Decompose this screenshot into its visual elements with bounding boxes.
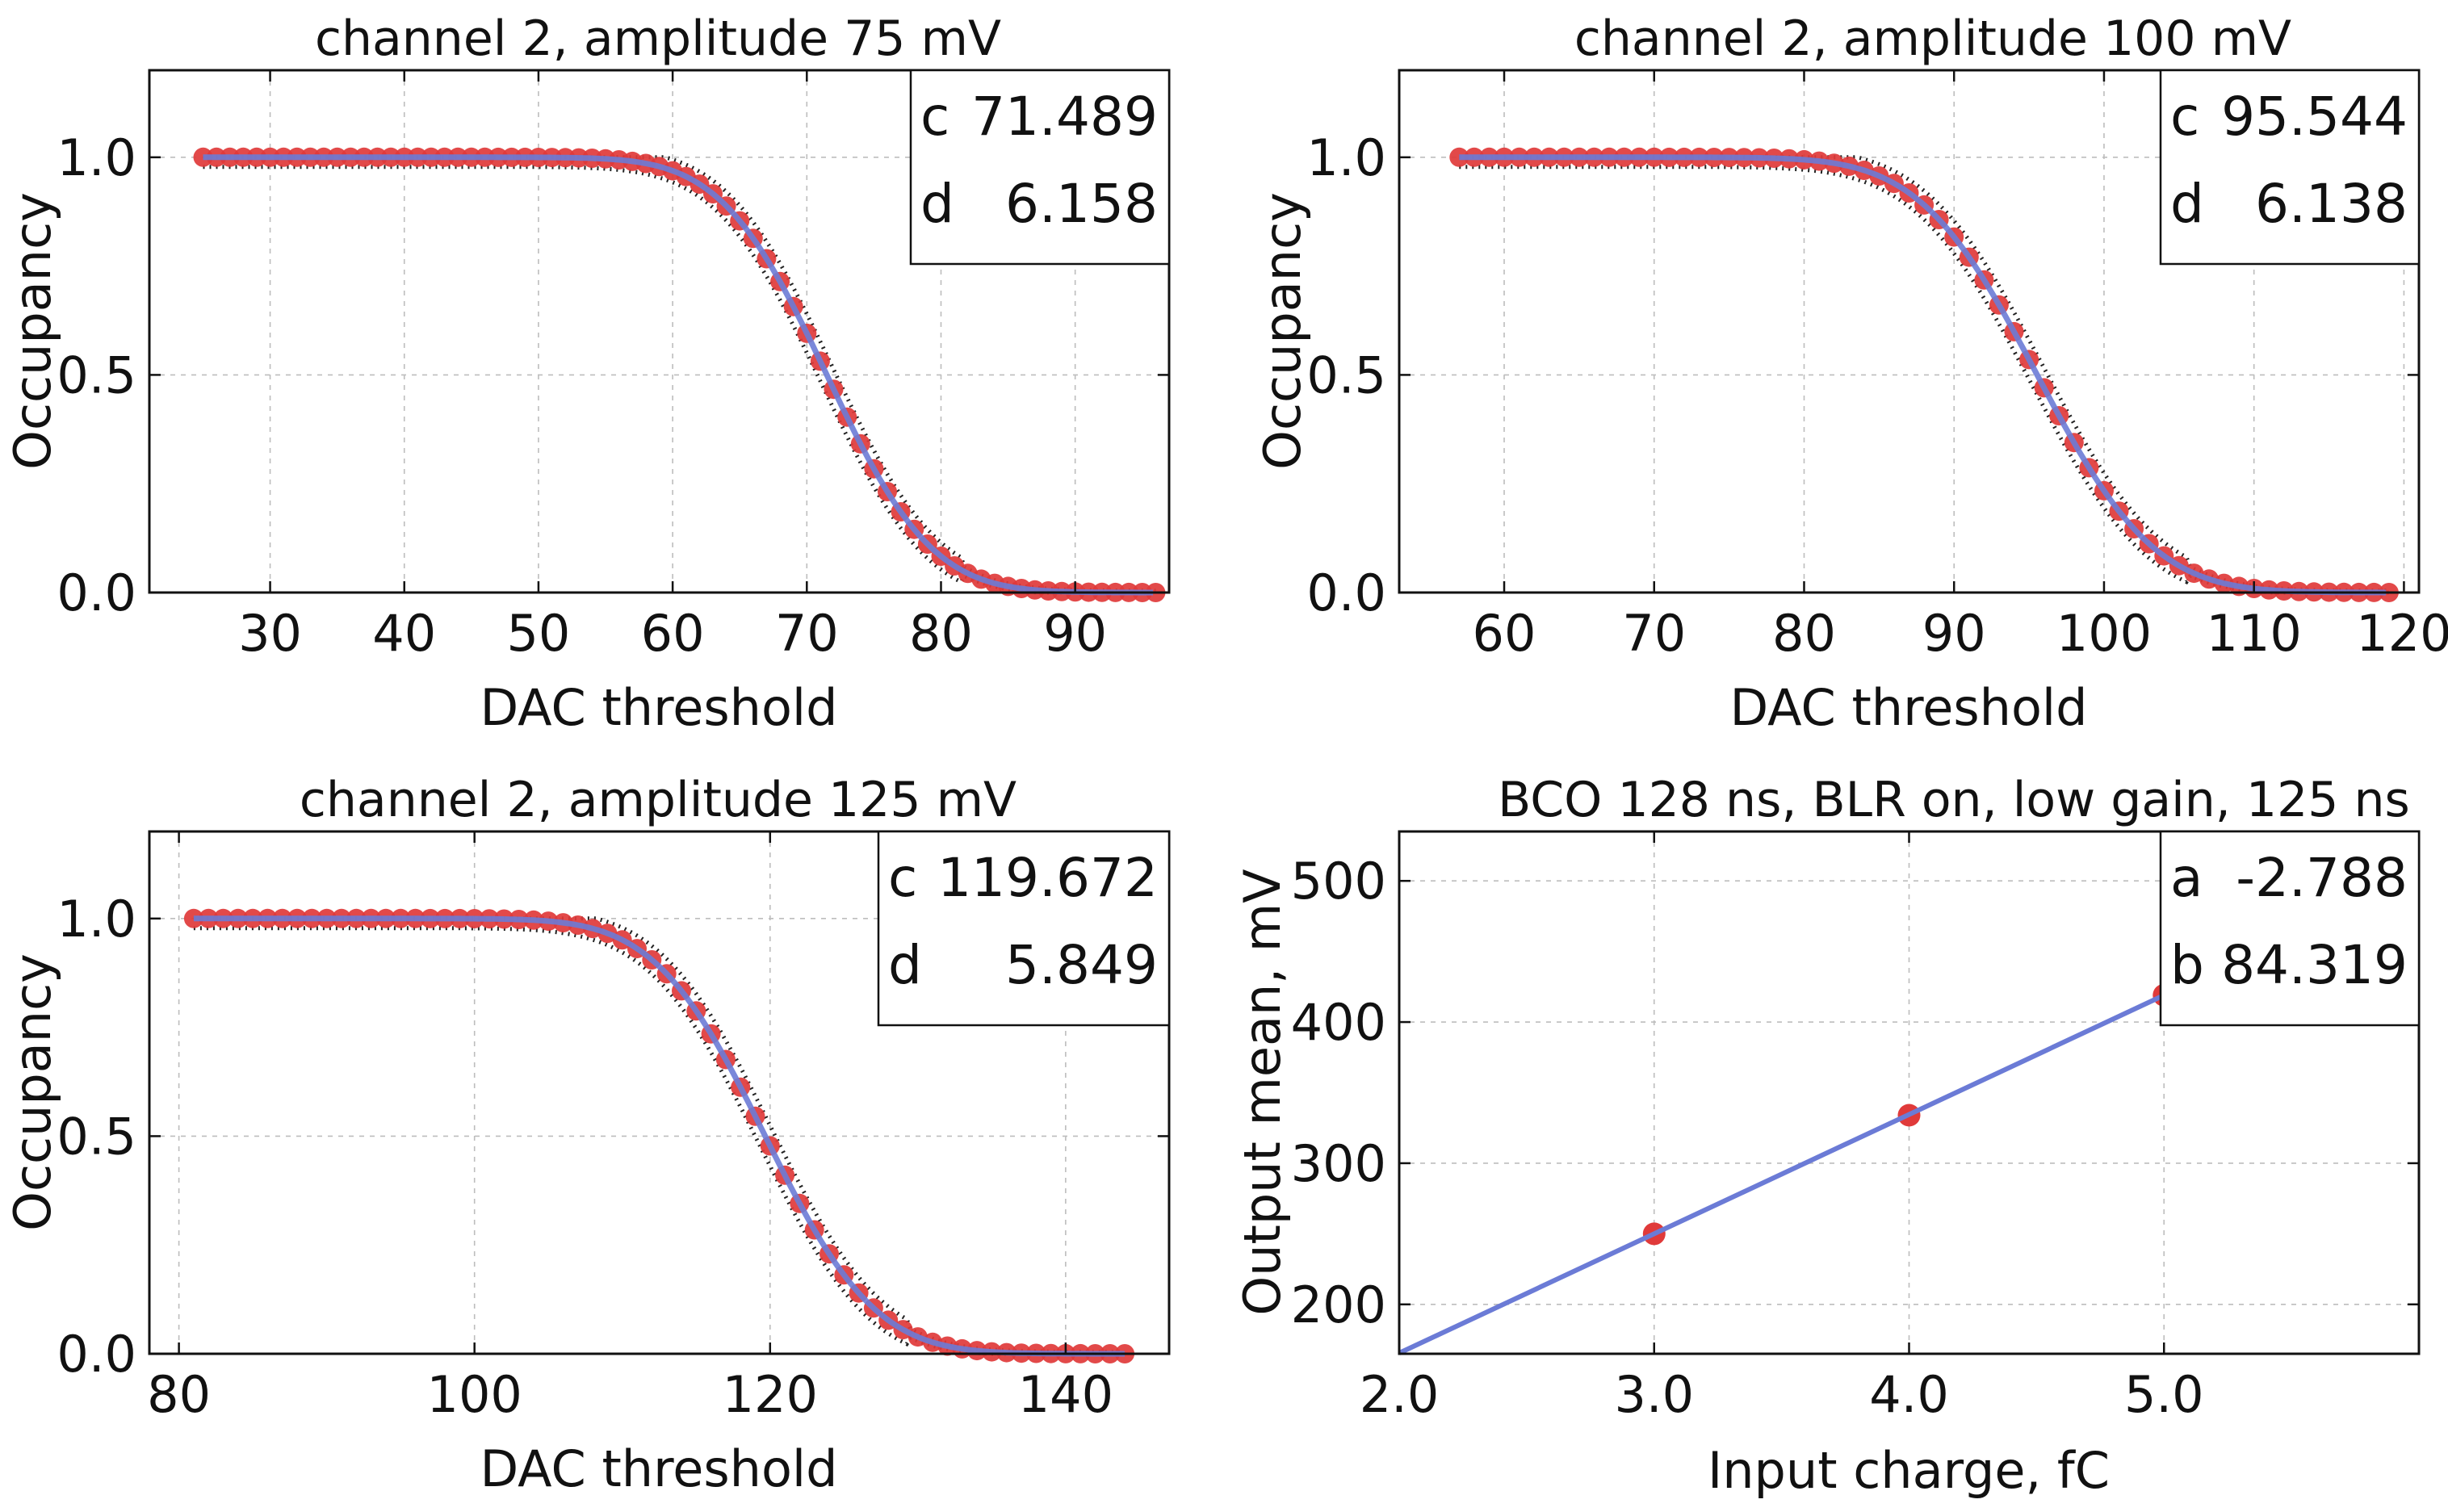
y-tick-label: 0.0 xyxy=(57,1325,136,1384)
x-tick-label: 90 xyxy=(1922,604,1986,663)
x-axis-label: DAC threshold xyxy=(480,678,838,737)
stat-label-c: c xyxy=(2170,86,2199,148)
x-tick-label: 50 xyxy=(506,604,570,663)
x-tick-label: 30 xyxy=(238,604,302,663)
fit-curve xyxy=(193,915,1125,1357)
x-tick-label: 4.0 xyxy=(1869,1365,1949,1424)
stats-frame xyxy=(2159,830,2421,1027)
y-axis-label: Output mean, mV xyxy=(1233,869,1292,1315)
y-tick-label: 0.5 xyxy=(57,346,136,404)
stat-value-d: 5.849 xyxy=(1005,934,1158,996)
stat-label-a: a xyxy=(2170,847,2203,909)
stat-label-c: c xyxy=(920,86,949,148)
panel-amplitude-125mv: channel 2, amplitude 125 mV 80 100 120 140 0… xyxy=(3,772,1171,1498)
y-tick-label: 1.0 xyxy=(57,890,136,949)
x-tick-label: 60 xyxy=(1473,604,1536,663)
plot-frame xyxy=(148,830,1171,1355)
stats-frame xyxy=(2159,69,2421,266)
x-tick-label: 80 xyxy=(1772,604,1836,663)
x-tick-label: 90 xyxy=(1043,604,1107,663)
y-tick-label: 200 xyxy=(1291,1275,1386,1334)
x-tick-label: 40 xyxy=(372,604,436,663)
x-tick-label: 70 xyxy=(1622,604,1686,663)
y-tick-label: 400 xyxy=(1291,993,1386,1052)
x-tick-label: 100 xyxy=(2056,604,2152,663)
stats-frame xyxy=(877,830,1171,1027)
y-tick-label: 1.0 xyxy=(1306,128,1386,187)
panel-amplitude-100mv: channel 2, amplitude 100 mV 60 70 80 90 100 1… xyxy=(1253,10,2448,737)
y-tick-label: 300 xyxy=(1291,1134,1386,1193)
fit-curve xyxy=(1459,154,2387,596)
x-tick-label: 5.0 xyxy=(2124,1365,2204,1424)
panel-output-vs-charge: BCO 128 ns, BLR on, low gain, 125 ns 2.0… xyxy=(1233,772,2421,1500)
panel-title: channel 2, amplitude 75 mV xyxy=(315,10,1001,67)
x-tick-label: 120 xyxy=(2356,604,2448,663)
plot-frame xyxy=(148,69,1171,594)
x-axis-label: DAC threshold xyxy=(480,1439,838,1498)
stat-label-b: b xyxy=(2170,934,2204,996)
y-tick-label: 0.5 xyxy=(1306,346,1386,404)
reference-dotted-line xyxy=(193,926,1125,1356)
y-axis-label: Occupancy xyxy=(3,192,62,470)
x-axis-label: DAC threshold xyxy=(1730,678,2088,737)
panel-title: BCO 128 ns, BLR on, low gain, 125 ns xyxy=(1498,772,2410,828)
stat-value-c: 71.489 xyxy=(971,86,1158,148)
y-tick-label: 0.0 xyxy=(1306,563,1386,622)
panel-title: channel 2, amplitude 100 mV xyxy=(1574,10,2291,67)
stat-label-d: d xyxy=(920,173,954,235)
stat-value-c: 119.672 xyxy=(937,847,1158,909)
y-tick-label: 1.0 xyxy=(57,128,136,187)
fit-stats-box: c 119.672 d 5.849 xyxy=(877,830,1171,1027)
x-tick-label: 100 xyxy=(427,1365,522,1424)
x-tick-label: 70 xyxy=(775,604,839,663)
stat-label-c: c xyxy=(888,847,917,909)
x-tick-label: 110 xyxy=(2207,604,2302,663)
x-tick-label: 60 xyxy=(641,604,705,663)
stat-value-b: 84.319 xyxy=(2221,934,2408,996)
stats-frame xyxy=(909,69,1171,266)
y-tick-label: 0.0 xyxy=(57,563,136,622)
x-tick-label: 80 xyxy=(909,604,973,663)
x-tick-label: 140 xyxy=(1018,1365,1113,1424)
y-axis-label: Occupancy xyxy=(1253,192,1312,470)
y-axis-label: Occupancy xyxy=(3,953,62,1231)
stat-value-d: 6.158 xyxy=(1005,173,1158,235)
x-tick-label: 120 xyxy=(723,1365,818,1424)
fit-curve xyxy=(203,154,1154,596)
stat-label-d: d xyxy=(2170,173,2204,235)
stat-value-a: -2.788 xyxy=(2236,847,2408,909)
x-axis-label: Input charge, fC xyxy=(1708,1441,2110,1500)
fit-stats-box: c 71.489 d 6.158 xyxy=(909,69,1171,266)
stat-value-d: 6.138 xyxy=(2255,173,2408,235)
y-tick-label: 0.5 xyxy=(57,1107,136,1166)
stat-label-d: d xyxy=(888,934,922,996)
y-tick-label: 500 xyxy=(1291,852,1386,911)
x-tick-label: 3.0 xyxy=(1614,1365,1694,1424)
fit-stats-box: c 95.544 d 6.138 xyxy=(2159,69,2421,266)
plot-frame xyxy=(1398,69,2421,594)
x-tick-label: 2.0 xyxy=(1360,1365,1440,1424)
stat-value-c: 95.544 xyxy=(2221,86,2408,148)
x-tick-label: 80 xyxy=(147,1365,211,1424)
panel-title: channel 2, amplitude 125 mV xyxy=(300,772,1017,828)
panel-amplitude-75mv: channel 2, amplitude 75 mV 30 40 50 60 70 80 9… xyxy=(3,10,1171,737)
fit-stats-box: a -2.788 b 84.319 xyxy=(2159,830,2421,1027)
